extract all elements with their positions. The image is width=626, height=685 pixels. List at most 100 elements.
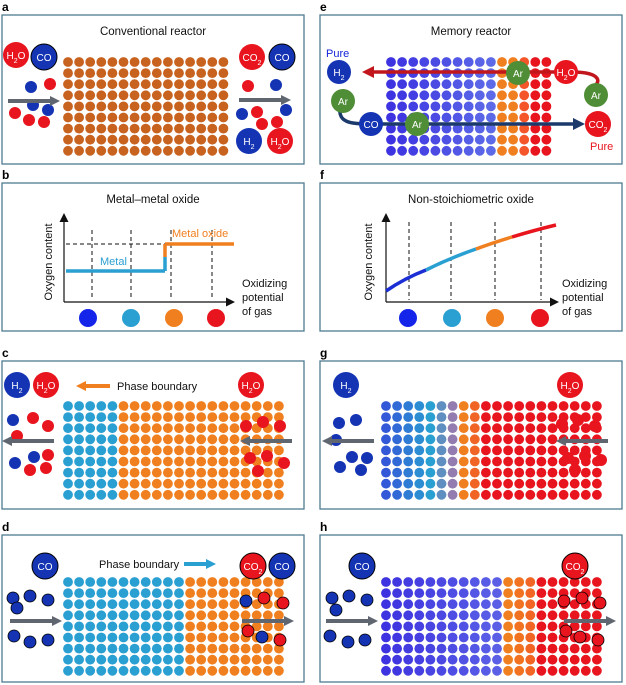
particle xyxy=(503,456,513,467)
particle xyxy=(140,90,151,101)
particle xyxy=(463,123,474,134)
particle xyxy=(218,90,229,101)
particle xyxy=(107,90,118,101)
particle xyxy=(118,123,129,134)
molecule-co2 xyxy=(585,111,611,137)
particle xyxy=(381,665,391,676)
particle xyxy=(74,445,84,456)
molecule-co2 xyxy=(239,44,265,70)
particle xyxy=(274,467,284,478)
particle xyxy=(392,632,402,643)
particle xyxy=(481,412,491,422)
particle xyxy=(408,134,419,145)
molecule-label: CO xyxy=(355,562,370,573)
particle xyxy=(196,588,207,598)
particle xyxy=(403,621,414,632)
particle xyxy=(174,90,184,101)
particle xyxy=(63,599,73,610)
particle xyxy=(458,577,469,587)
gas-molecule xyxy=(7,629,21,643)
particle xyxy=(251,665,262,676)
particle xyxy=(85,423,96,434)
particle xyxy=(163,467,173,478)
particle xyxy=(174,654,184,665)
panel-label-f: f xyxy=(320,168,325,182)
particle xyxy=(547,401,558,411)
particle xyxy=(486,90,496,101)
particle xyxy=(96,588,107,598)
particle xyxy=(547,643,558,654)
particle xyxy=(458,489,469,500)
particle xyxy=(436,654,447,665)
particle xyxy=(274,665,284,676)
particle xyxy=(536,423,547,434)
particle xyxy=(514,588,525,598)
particle xyxy=(547,445,558,456)
gas-molecule xyxy=(569,464,581,476)
particle xyxy=(447,577,458,587)
particle xyxy=(525,401,536,411)
particle xyxy=(530,145,541,156)
particle xyxy=(503,434,513,445)
particle xyxy=(492,643,502,654)
phase-boundary-label: Phase boundary xyxy=(99,559,180,571)
gas-molecule xyxy=(240,420,252,432)
particle xyxy=(514,577,525,587)
particle xyxy=(196,401,207,411)
particle xyxy=(85,145,96,156)
particle xyxy=(386,90,396,101)
particle xyxy=(508,134,518,145)
particle xyxy=(486,79,496,90)
particle xyxy=(218,112,229,123)
x-axis-label: of gas xyxy=(242,306,272,318)
particle xyxy=(469,445,480,456)
particle xyxy=(547,621,558,632)
gas-molecule xyxy=(361,452,373,464)
particle xyxy=(569,665,580,676)
particle xyxy=(185,79,196,90)
particle xyxy=(508,90,518,101)
particle xyxy=(408,145,419,156)
particle xyxy=(107,101,118,112)
gas-molecule xyxy=(23,635,37,649)
particle xyxy=(547,489,558,500)
particle xyxy=(240,654,251,665)
particle xyxy=(140,445,151,456)
particle xyxy=(74,643,84,654)
particle xyxy=(536,654,547,665)
molecule-co xyxy=(268,43,296,71)
particle xyxy=(514,467,525,478)
particle xyxy=(96,145,107,156)
particle xyxy=(458,599,469,610)
particle xyxy=(274,654,284,665)
gas-molecule xyxy=(42,449,54,461)
gas-molecule xyxy=(556,418,568,430)
particle xyxy=(474,134,485,145)
particle xyxy=(196,123,207,134)
particle xyxy=(469,423,480,434)
particle xyxy=(569,445,580,456)
particle xyxy=(414,643,425,654)
particle xyxy=(174,401,184,411)
particle xyxy=(381,456,391,467)
particle xyxy=(392,489,402,500)
particle xyxy=(74,654,84,665)
particle xyxy=(274,401,284,411)
molecule-h2o xyxy=(3,42,29,68)
particle xyxy=(381,621,391,632)
particle xyxy=(392,577,402,587)
particle xyxy=(381,654,391,665)
particle xyxy=(386,79,396,90)
gas-molecule xyxy=(360,593,374,607)
particle xyxy=(514,654,525,665)
particle xyxy=(381,401,391,411)
particle xyxy=(403,412,414,422)
particle xyxy=(274,577,284,587)
panel-label-b: b xyxy=(2,168,9,182)
particle xyxy=(107,445,118,456)
particle xyxy=(74,599,84,610)
x-axis-label: potential xyxy=(562,292,604,304)
particle xyxy=(525,489,536,500)
particle xyxy=(196,643,207,654)
particle xyxy=(381,599,391,610)
